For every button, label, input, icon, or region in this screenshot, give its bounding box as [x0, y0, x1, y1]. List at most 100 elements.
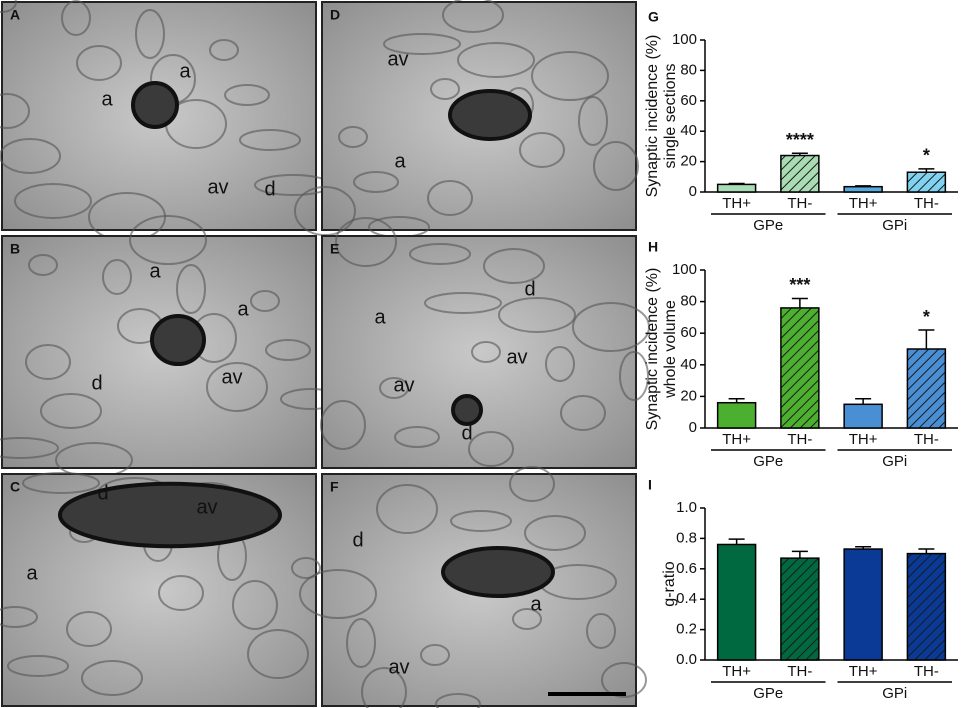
x-tick-label: TH- — [787, 195, 812, 212]
group-label: GPe — [753, 453, 783, 470]
bar — [843, 548, 883, 661]
membrane — [158, 575, 204, 611]
panel-letter: I — [648, 477, 652, 493]
membrane — [420, 644, 450, 666]
y-tick-label: 20 — [680, 387, 697, 404]
structure-label: av — [393, 374, 414, 396]
x-tick-label: TH- — [914, 663, 939, 680]
x-tick-label: TH+ — [722, 195, 751, 212]
y-axis-label: Synaptic incidence (%) — [644, 35, 661, 198]
membrane — [338, 126, 368, 148]
structure-label: d — [97, 482, 108, 504]
y-tick-label: 60 — [680, 324, 697, 341]
y-tick-label: 100 — [672, 261, 697, 278]
membrane — [468, 431, 514, 467]
structure-label: a — [149, 260, 161, 282]
y-tick-label: 80 — [680, 61, 697, 78]
error-bar — [918, 548, 935, 554]
significance: *** — [789, 275, 810, 295]
significance: * — [923, 146, 930, 166]
y-tick-label: 0.8 — [676, 529, 697, 546]
terminal — [58, 481, 282, 549]
y-axis-label: single sections — [662, 64, 679, 169]
membrane — [531, 51, 609, 101]
structure-label: d — [352, 529, 363, 551]
panel-letter: B — [10, 241, 20, 257]
membrane — [394, 426, 440, 448]
membrane — [250, 290, 280, 312]
membrane — [135, 9, 165, 59]
bar — [780, 557, 820, 661]
group-label: GPe — [753, 217, 783, 234]
bar — [716, 543, 757, 661]
membrane — [232, 580, 278, 630]
membrane — [619, 351, 649, 401]
x-tick-label: TH- — [787, 431, 812, 448]
structure-label: d — [524, 278, 535, 300]
structure-label: a — [394, 150, 406, 172]
membrane — [524, 515, 586, 551]
structure-label: a — [26, 562, 38, 584]
membrane — [457, 42, 535, 78]
terminal — [131, 81, 179, 129]
error-bar — [855, 185, 872, 187]
membrane — [176, 264, 206, 314]
membrane — [601, 662, 647, 698]
panel-letter: A — [10, 7, 20, 23]
membrane — [335, 217, 397, 267]
membrane — [427, 180, 473, 216]
membrane — [512, 608, 542, 630]
y-tick-label: 0.2 — [676, 621, 697, 638]
panel-letter: G — [648, 9, 659, 25]
structure-label: av — [506, 346, 527, 368]
membrane — [299, 569, 377, 619]
membrane — [450, 510, 512, 532]
group-label: GPi — [882, 685, 907, 702]
bar — [906, 171, 947, 193]
x-tick-label: TH- — [787, 663, 812, 680]
membrane — [409, 243, 471, 265]
panel-letter: F — [330, 479, 339, 495]
membrane — [430, 78, 460, 100]
bar — [906, 552, 947, 661]
membrane — [376, 484, 438, 534]
structure-label: d — [264, 178, 275, 200]
membrane — [247, 629, 309, 679]
y-tick-label: 80 — [680, 293, 697, 310]
group-label: GPi — [882, 453, 907, 470]
membrane — [22, 472, 100, 494]
membrane — [0, 437, 59, 459]
structure-label: av — [388, 656, 409, 678]
y-tick-label: 1.0 — [676, 499, 697, 516]
significance: **** — [786, 130, 814, 150]
error-bar — [855, 546, 872, 550]
error-bar — [791, 550, 808, 559]
membrane — [66, 611, 112, 647]
structure-label: av — [387, 48, 408, 70]
bar — [906, 348, 947, 429]
membrane — [498, 297, 576, 333]
error-bar — [918, 168, 935, 173]
y-tick-label: 0 — [689, 419, 697, 436]
membrane — [102, 259, 132, 295]
membrane — [346, 618, 376, 668]
structure-label: a — [530, 593, 542, 615]
panel-letter: D — [330, 7, 340, 23]
micrograph — [321, 235, 637, 469]
structure-label: av — [207, 176, 228, 198]
bar — [780, 307, 820, 429]
membrane — [239, 129, 301, 151]
membrane — [509, 466, 555, 502]
panel-letter: E — [330, 241, 339, 257]
membrane — [14, 183, 92, 219]
structure-label: av — [196, 496, 217, 518]
panel-letter: H — [648, 239, 658, 255]
y-tick-label: 60 — [680, 92, 697, 109]
membrane — [353, 171, 399, 193]
error-bar — [918, 329, 935, 349]
structure-label: d — [91, 372, 102, 394]
structure-label: a — [237, 298, 249, 320]
x-tick-label: TH- — [914, 431, 939, 448]
structure-label: a — [374, 306, 386, 328]
